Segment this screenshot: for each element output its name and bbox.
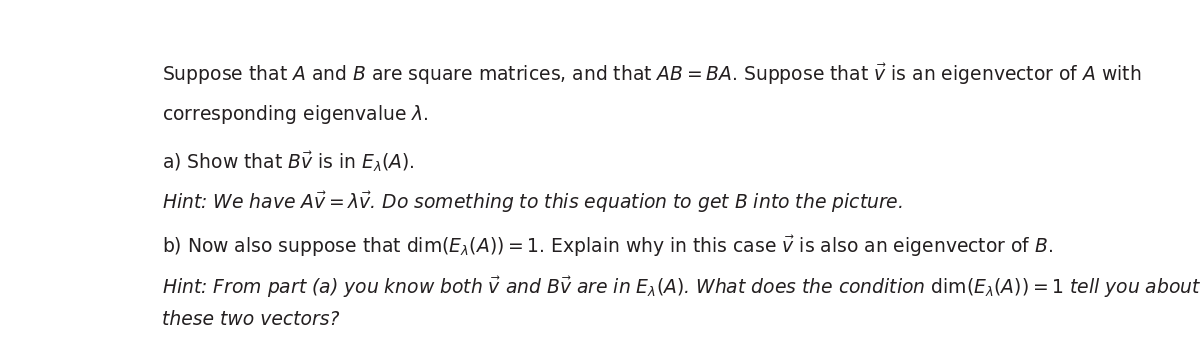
Text: these two vectors?: these two vectors? — [162, 311, 340, 329]
Text: a) Show that $B\vec{v}$ is in $E_{\lambda}(A)$.: a) Show that $B\vec{v}$ is in $E_{\lambd… — [162, 149, 415, 174]
Text: Suppose that $A$ and $B$ are square matrices, and that $AB = BA$. Suppose that $: Suppose that $A$ and $B$ are square matr… — [162, 62, 1141, 87]
Text: corresponding eigenvalue $\lambda$.: corresponding eigenvalue $\lambda$. — [162, 103, 428, 126]
Text: b) Now also suppose that $\mathrm{dim}(E_{\lambda}(A)) = 1$. Explain why in this: b) Now also suppose that $\mathrm{dim}(E… — [162, 234, 1054, 259]
Text: $\mathit{Hint}$: From part (a) you know both $\vec{v}$ and $B\vec{v}$ are in $E_: $\mathit{Hint}$: From part (a) you know … — [162, 275, 1200, 300]
Text: $\mathit{Hint}$: We have $A\vec{v} = \lambda\vec{v}$. Do something to this equat: $\mathit{Hint}$: We have $A\vec{v} = \la… — [162, 190, 904, 215]
